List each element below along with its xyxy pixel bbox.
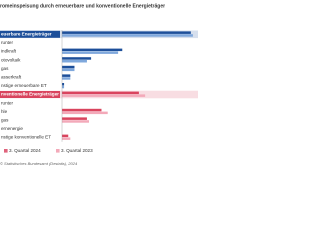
chart-title: romeinspeisung durch erneuerbare und kon…: [0, 3, 165, 9]
bar: [62, 85, 65, 89]
source: © Statistisches Bundesamt (Destatis), 20…: [0, 161, 78, 166]
bar: [62, 48, 123, 52]
bar: [62, 83, 65, 86]
bar: [62, 68, 75, 72]
bar: [62, 57, 92, 60]
y-tick-label: runter: [1, 100, 13, 105]
y-tick-label: ernenergie: [1, 126, 23, 131]
bar: [62, 74, 71, 77]
y-tick-label: otovoltaik: [1, 57, 21, 62]
legend-label: 3. Quartal 2023: [61, 148, 93, 153]
y-tick-label: nstige erneuerbare ET: [1, 83, 47, 88]
y-tick-label: gas: [1, 118, 9, 123]
y-tick-label: nventionelle Energieträger: [1, 92, 59, 97]
legend-label: 3. Quartal 2024: [9, 148, 41, 153]
chart: romeinspeisung durch erneuerbare und kon…: [0, 3, 198, 166]
bar: [62, 120, 90, 123]
bar: [62, 134, 69, 138]
bar: [62, 137, 71, 140]
bar: [62, 31, 191, 34]
legend-swatch: [4, 149, 8, 153]
bar: [62, 94, 146, 97]
bar: [62, 65, 75, 69]
y-tick-label: gas: [1, 66, 9, 71]
bar: [62, 111, 108, 115]
bar: [62, 117, 87, 120]
header-label-bg: [0, 30, 60, 38]
legend-swatch: [56, 149, 60, 153]
y-tick-label: runter: [1, 40, 13, 45]
y-tick-label: indkraft: [1, 49, 17, 54]
y-tick-label: asserkraft: [1, 75, 22, 80]
bar: [62, 91, 139, 95]
y-tick-label: euerbare Energieträger: [1, 32, 52, 37]
bar: [62, 108, 102, 112]
bar: [62, 60, 87, 63]
bar: [62, 51, 119, 54]
bar: [62, 77, 71, 80]
y-tick-label: hle: [1, 109, 8, 114]
header-label-bg: [0, 91, 60, 98]
bar: [62, 34, 193, 37]
y-tick-label: nstige konventionelle ET: [1, 135, 51, 140]
